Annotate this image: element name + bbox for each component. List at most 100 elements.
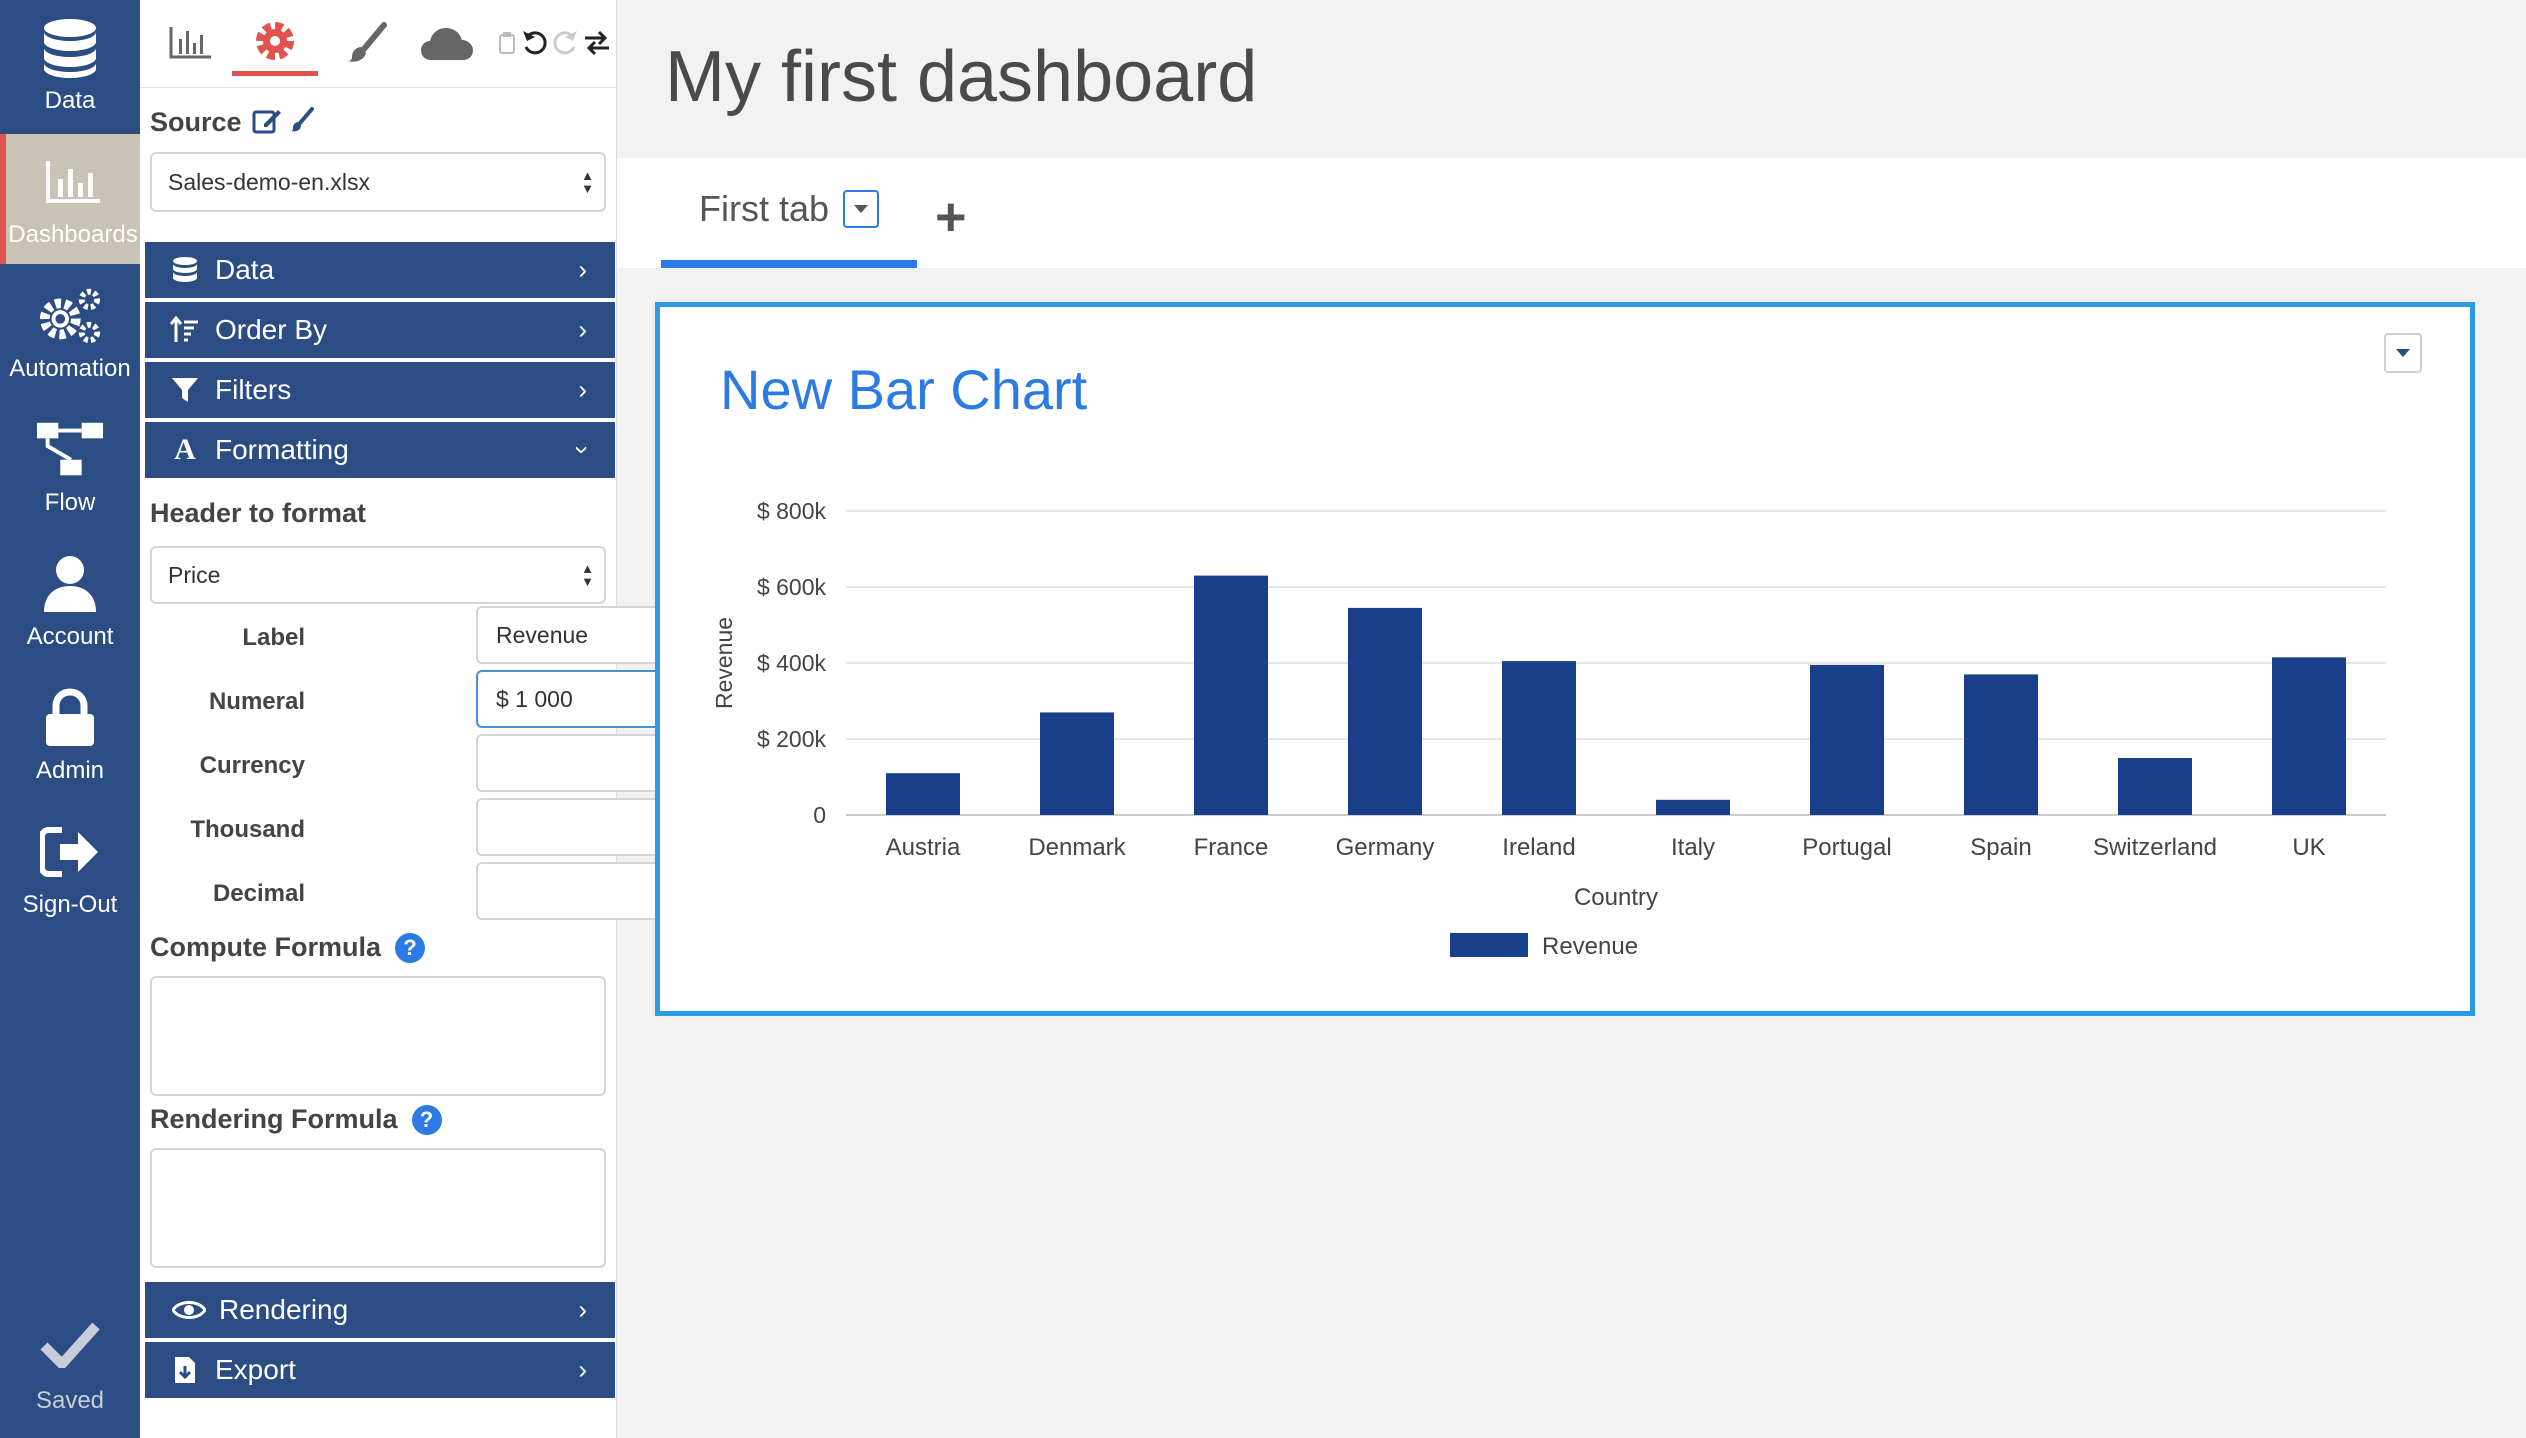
bar: [1194, 575, 1268, 815]
nav-item-account[interactable]: Account: [0, 536, 140, 666]
nav-label-admin: Admin: [35, 757, 105, 784]
undo-icon[interactable]: [520, 10, 550, 76]
x-tick-label: Italy: [1671, 834, 1715, 861]
gear-icon[interactable]: [232, 10, 318, 76]
accordion-formatting-label: Formatting: [215, 434, 349, 465]
panel-toolbar: [140, 0, 617, 88]
bar-chart-widget[interactable]: New Bar Chart 0 $ 200k $ 400k $ 600k $ 800k A…: [655, 302, 2475, 1016]
header-to-format-value: Price: [168, 561, 221, 588]
x-tick-label: France: [1194, 834, 1269, 861]
numeral-select-value: $ 1 000: [496, 685, 573, 712]
bar: [2272, 657, 2346, 815]
accordion-formatting[interactable]: A Formatting ›: [145, 422, 615, 480]
header-to-format-label: Header to format: [150, 498, 367, 528]
nav-item-dashboards[interactable]: Dashboards: [0, 134, 140, 264]
file-download-icon: [165, 1356, 205, 1384]
x-tick-label: Spain: [1970, 834, 2031, 861]
bar: [1810, 664, 1884, 815]
accordion-order-by[interactable]: Order By ›: [145, 302, 615, 360]
bar-chart: 0 $ 200k $ 400k $ 600k $ 800k Austria Denmark F…: [711, 498, 2386, 960]
database-small-icon: [165, 256, 205, 284]
compute-formula-textarea[interactable]: [150, 976, 606, 1096]
x-tick-label: Denmark: [1028, 834, 1126, 861]
dashboard-main: My first dashboard First tab + New Bar C…: [617, 0, 2526, 1438]
y-axis-title: Revenue: [711, 617, 737, 709]
widget-dropdown-icon[interactable]: [2384, 333, 2422, 373]
rendering-formula-heading: Rendering Formula ?: [150, 1104, 442, 1135]
accordion-export-label: Export: [215, 1354, 296, 1385]
accordion-export[interactable]: Export ›: [145, 1342, 615, 1400]
header-to-format-select[interactable]: Price ▲ ▼: [150, 546, 606, 604]
redo-icon[interactable]: [550, 10, 580, 76]
accordion-rendering[interactable]: Rendering ›: [145, 1282, 615, 1340]
accordion-data-label: Data: [215, 254, 275, 285]
y-tick-label: $ 800k: [757, 498, 827, 524]
flow-icon: [35, 417, 105, 483]
chevron-right-icon: ›: [578, 254, 587, 285]
accordion-data[interactable]: Data ›: [145, 242, 615, 300]
help-icon[interactable]: ?: [411, 1104, 442, 1135]
x-tick-label: Ireland: [1502, 834, 1575, 861]
accordion-filters[interactable]: Filters ›: [145, 362, 615, 420]
help-icon[interactable]: ?: [395, 932, 426, 963]
nav-item-automation[interactable]: Automation: [0, 268, 140, 398]
brush-icon[interactable]: [336, 10, 396, 76]
nav-item-admin[interactable]: Admin: [0, 670, 140, 800]
accordion-order-by-label: Order By: [215, 314, 328, 345]
legend-swatch: [1450, 933, 1528, 957]
y-tick-label: $ 600k: [757, 574, 827, 600]
database-icon: [35, 15, 105, 81]
accordion-rendering-label: Rendering: [219, 1294, 349, 1325]
saved-status: Saved: [0, 1308, 140, 1428]
config-panel: Source Sales-demo-en.xlsx ▲ ▼ Data › Orde…: [140, 0, 746, 1438]
chevron-right-icon: ›: [578, 374, 587, 405]
header-to-format-heading: Header to format: [150, 498, 366, 529]
rendering-formula-textarea[interactable]: [150, 1148, 606, 1268]
bar: [1502, 661, 1576, 815]
x-tick-label: Austria: [886, 834, 961, 861]
compute-formula-label: Compute Formula: [150, 932, 382, 962]
cloud-icon[interactable]: [412, 10, 482, 76]
bar: [1656, 799, 1730, 815]
source-header: Source: [150, 106, 314, 139]
bar-chart-icon: [38, 149, 108, 215]
clipboard-icon[interactable]: [496, 10, 518, 76]
nav-item-flow[interactable]: Flow: [0, 402, 140, 532]
swap-icon[interactable]: [582, 10, 612, 76]
left-nav: Data Dashboards Automation Flow Account …: [0, 0, 140, 1438]
add-tab-button[interactable]: +: [935, 187, 967, 247]
dashboard-title[interactable]: My first dashboard: [665, 37, 1258, 117]
select-arrows-icon: ▲▼: [581, 168, 594, 196]
x-tick-label: Portugal: [1802, 834, 1891, 861]
nav-label-automation: Automation: [9, 355, 131, 382]
nav-label-sign-out: Sign-Out: [22, 891, 118, 918]
bar: [1348, 607, 1422, 815]
font-icon: A: [174, 433, 196, 466]
chart-title[interactable]: New Bar Chart: [720, 358, 1088, 421]
label-field-label: Label: [242, 624, 305, 651]
filter-icon: [165, 376, 205, 404]
y-tick-label: 0: [813, 802, 826, 828]
compute-formula-heading: Compute Formula ?: [150, 932, 426, 963]
gears-icon: [35, 283, 105, 349]
tab-first-tab[interactable]: First tab: [661, 158, 917, 268]
nav-item-sign-out[interactable]: Sign-Out: [0, 804, 140, 934]
user-icon: [35, 551, 105, 617]
tab-dropdown-icon[interactable]: [843, 190, 880, 228]
chevron-down-icon: ›: [568, 445, 599, 455]
chart-settings-icon[interactable]: [160, 10, 220, 76]
bar: [1964, 674, 2038, 815]
edit-icon[interactable]: [252, 106, 282, 139]
tab-label: First tab: [698, 188, 830, 229]
brush-small-icon[interactable]: [290, 107, 314, 138]
sign-out-icon: [35, 819, 105, 885]
source-select[interactable]: Sales-demo-en.xlsx ▲ ▼: [150, 152, 606, 212]
thousand-field-label: Thousand: [190, 816, 305, 843]
label-input-value: Revenue: [496, 621, 589, 648]
currency-field-label: Currency: [199, 752, 305, 779]
decimal-field-label: Decimal: [212, 880, 305, 907]
nav-item-data[interactable]: Data: [0, 0, 140, 130]
bar: [1040, 712, 1114, 815]
x-axis-title: Country: [1574, 884, 1658, 911]
bar: [2118, 758, 2192, 815]
